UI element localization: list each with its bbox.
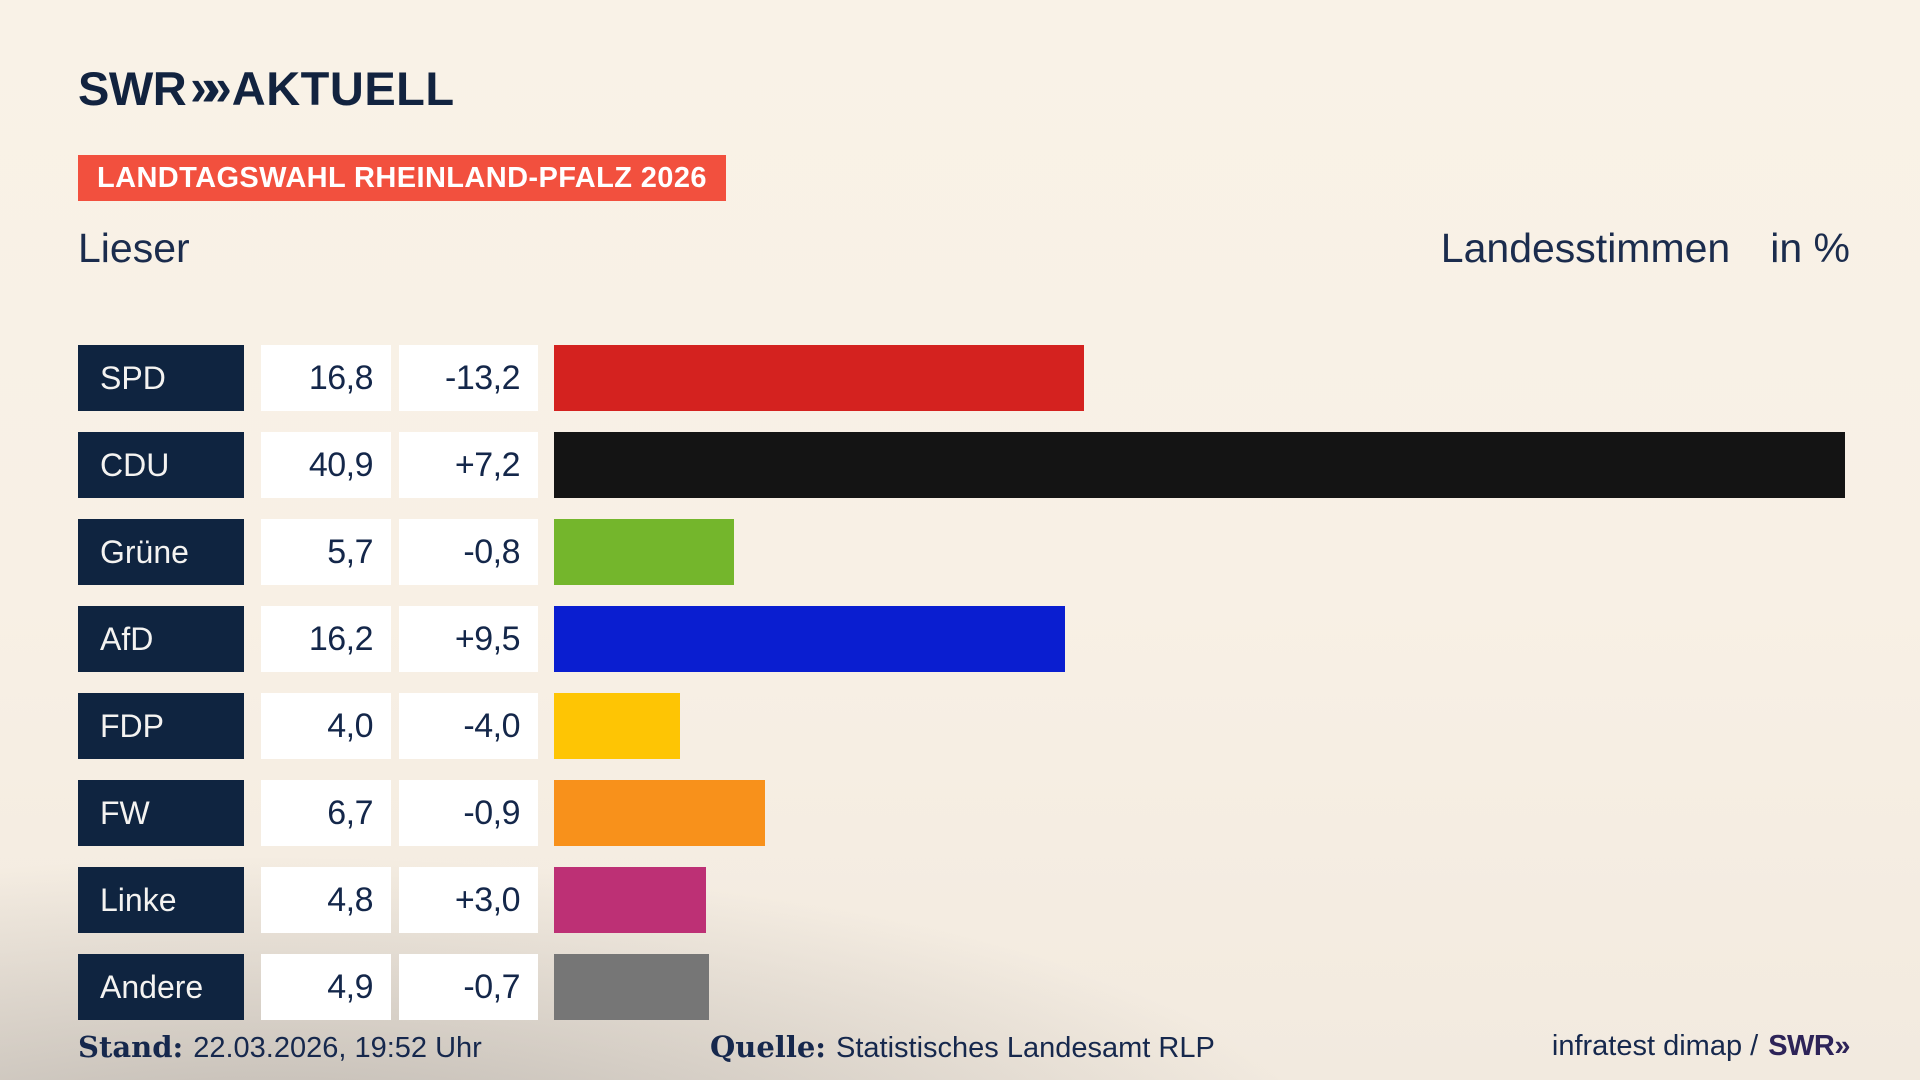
party-label: Grüne xyxy=(78,519,244,585)
result-bar xyxy=(554,519,734,585)
party-label: Andere xyxy=(78,954,244,1020)
result-bar xyxy=(554,693,681,759)
party-label: CDU xyxy=(78,432,244,498)
chart-row: CDU 40,9 +7,2 xyxy=(78,432,1845,498)
vote-diff-value: -0,7 xyxy=(399,954,538,1020)
chart-row: FW 6,7 -0,9 xyxy=(78,780,1845,846)
vote-diff-value: -13,2 xyxy=(399,345,538,411)
bar-track xyxy=(554,954,1845,1020)
chart-row: Grüne 5,7 -0,8 xyxy=(78,519,1845,585)
stand-value: 22.03.2026, 19:52 Uhr xyxy=(193,1032,482,1064)
result-bar xyxy=(554,606,1066,672)
swr-aktuell-logo: SWR»» AKTUELL xyxy=(78,57,455,117)
vote-diff-value: -4,0 xyxy=(399,693,538,759)
vote-share-value: 16,2 xyxy=(261,606,391,672)
constituency-title: Lieser xyxy=(78,225,190,271)
footer: Stand: 22.03.2026, 19:52 Uhr Quelle: Stati… xyxy=(0,1030,1920,1070)
vote-diff-value: +7,2 xyxy=(399,432,538,498)
result-bar xyxy=(554,780,766,846)
election-banner: LANDTAGSWAHL RHEINLAND-PFALZ 2026 xyxy=(78,155,726,201)
vote-diff-value: -0,8 xyxy=(399,519,538,585)
chart-row: Linke 4,8 +3,0 xyxy=(78,867,1845,933)
vote-type-text: Landesstimmen xyxy=(1440,225,1731,271)
credit-swr-logo: SWR» xyxy=(1768,1030,1850,1062)
vote-share-value: 6,7 xyxy=(261,780,391,846)
bar-track xyxy=(554,780,1845,846)
result-bar xyxy=(554,867,706,933)
bar-track xyxy=(554,606,1845,672)
vote-share-value: 4,0 xyxy=(261,693,391,759)
bar-track xyxy=(554,519,1845,585)
vote-share-value: 4,9 xyxy=(261,954,391,1020)
chart-row: SPD 16,8 -13,2 xyxy=(78,345,1845,411)
bar-track xyxy=(554,432,1845,498)
vote-diff-value: -0,9 xyxy=(399,780,538,846)
bar-track xyxy=(554,693,1845,759)
stand-label: Stand: xyxy=(78,1030,184,1064)
logo-swr-text: SWR xyxy=(78,62,187,115)
chart-row: AfD 16,2 +9,5 xyxy=(78,606,1845,672)
vote-share-value: 5,7 xyxy=(261,519,391,585)
vote-share-value: 16,8 xyxy=(261,345,391,411)
chart-row: Andere 4,9 -0,7 xyxy=(78,954,1845,1020)
result-bar xyxy=(554,954,709,1020)
logo-aktuell-text: AKTUELL xyxy=(231,62,455,115)
result-bar xyxy=(554,345,1085,411)
quelle-label: Quelle: xyxy=(710,1030,826,1064)
footer-quelle: Quelle: Statistisches Landesamt RLP xyxy=(710,1030,1215,1065)
vote-share-value: 4,8 xyxy=(261,867,391,933)
credit-text: infratest dimap / xyxy=(1551,1030,1759,1062)
logo-chevrons-icon: »» xyxy=(190,57,231,117)
party-label: AfD xyxy=(78,606,244,672)
party-label: Linke xyxy=(78,867,244,933)
party-label: SPD xyxy=(78,345,244,411)
vote-type-label: Landesstimmen in % xyxy=(1441,225,1850,272)
bar-track xyxy=(554,345,1845,411)
vote-unit-text: in % xyxy=(1770,225,1850,271)
bar-track xyxy=(554,867,1845,933)
vote-diff-value: +9,5 xyxy=(399,606,538,672)
chart-row: FDP 4,0 -4,0 xyxy=(78,693,1845,759)
result-bar xyxy=(554,432,1845,498)
footer-credit: infratest dimap / SWR» xyxy=(1551,1030,1851,1063)
footer-stand: Stand: 22.03.2026, 19:52 Uhr xyxy=(78,1030,482,1065)
party-label: FDP xyxy=(78,693,244,759)
quelle-value: Statistisches Landesamt RLP xyxy=(836,1032,1215,1064)
chart-header-row: Lieser Landesstimmen in % xyxy=(78,220,1850,272)
bar-chart: SPD 16,8 -13,2 CDU 40,9 +7,2 Grüne 5,7 -0,8 AfD 16… xyxy=(78,345,1845,1041)
vote-diff-value: +3,0 xyxy=(399,867,538,933)
party-label: FW xyxy=(78,780,244,846)
vote-share-value: 40,9 xyxy=(261,432,391,498)
